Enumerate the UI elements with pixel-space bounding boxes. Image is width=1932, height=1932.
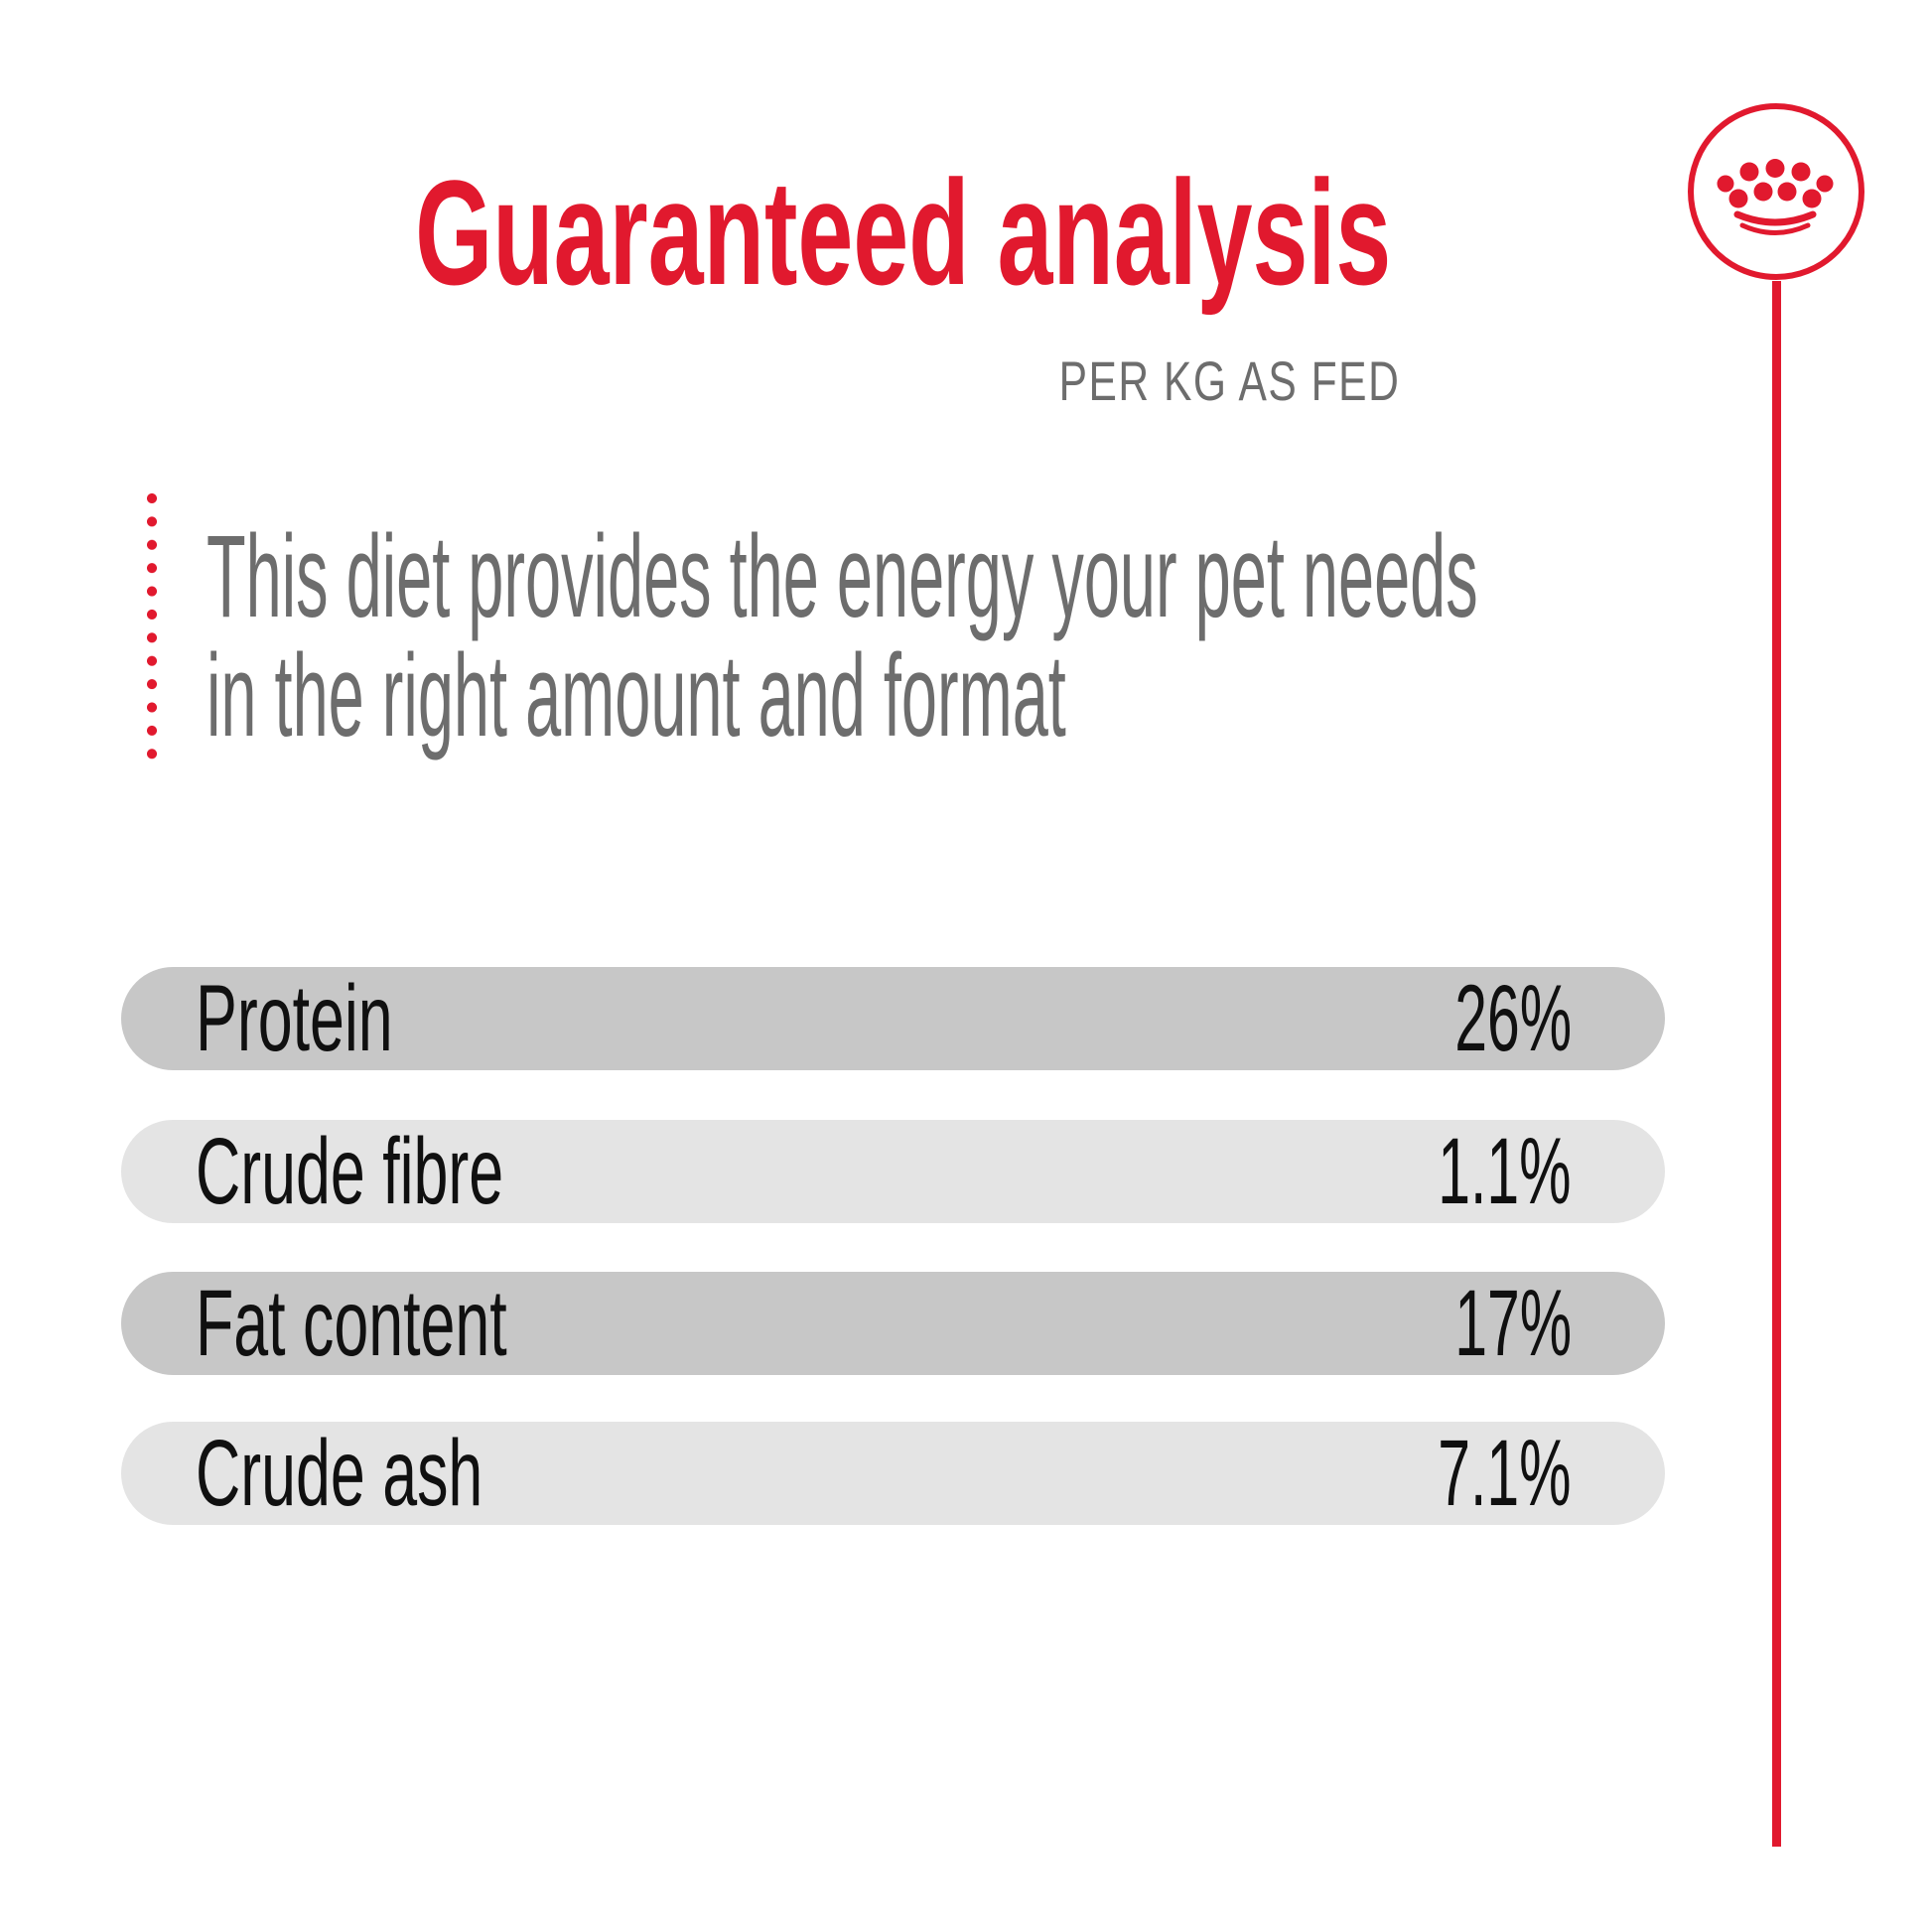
page-title-text: Guaranteed analysis	[415, 149, 1392, 316]
intro-text: This diet provides the energy your pet n…	[207, 517, 1478, 756]
page-title: Guaranteed analysis	[0, 158, 1807, 307]
unit-note: PER KG AS FED	[951, 353, 1400, 409]
row-label: Fat content	[196, 1270, 507, 1376]
table-row: Crude ash 7.1%	[121, 1420, 1665, 1526]
table-row: Protein 26%	[121, 965, 1665, 1071]
intro-line-1: This diet provides the energy your pet n…	[207, 511, 1478, 642]
row-label: Crude ash	[196, 1420, 483, 1526]
row-value: 1.1%	[1438, 1118, 1572, 1224]
row-value: 17%	[1454, 1270, 1572, 1376]
row-value: 26%	[1454, 965, 1572, 1071]
intro-line-2: in the right amount and format	[207, 630, 1066, 761]
unit-note-text: PER KG AS FED	[1058, 349, 1400, 412]
dotted-accent-line	[147, 493, 157, 759]
brand-divider-line	[1772, 281, 1781, 1847]
row-label: Protein	[196, 965, 393, 1071]
table-row: Fat content 17%	[121, 1270, 1665, 1376]
row-value: 7.1%	[1438, 1420, 1572, 1526]
royal-canin-crown-icon	[1688, 103, 1864, 280]
row-label: Crude fibre	[196, 1118, 504, 1224]
table-row: Crude fibre 1.1%	[121, 1118, 1665, 1224]
